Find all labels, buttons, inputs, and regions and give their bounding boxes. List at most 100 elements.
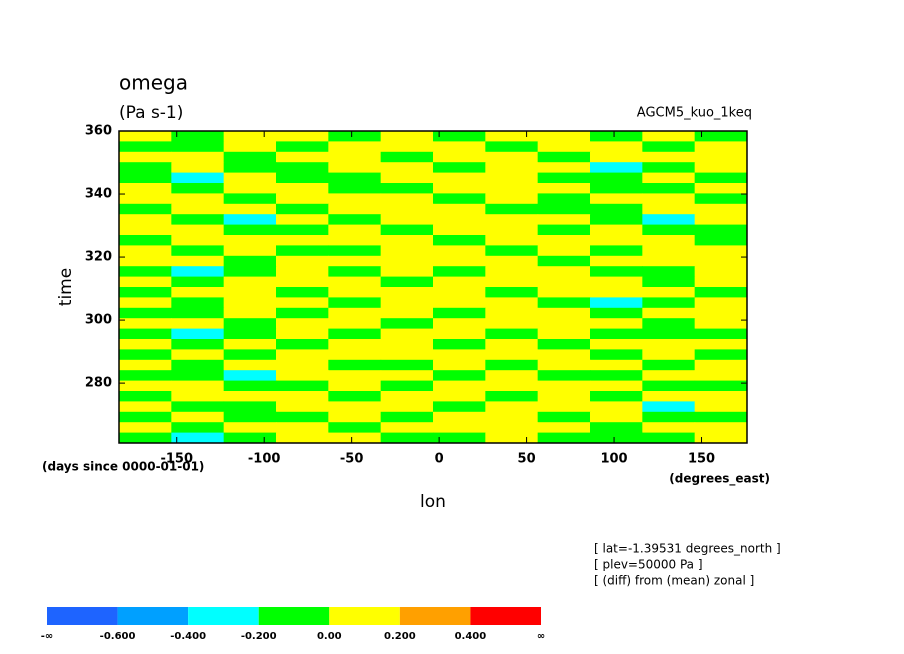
cell bbox=[119, 380, 172, 392]
cell bbox=[328, 391, 382, 402]
cell bbox=[694, 224, 748, 236]
cell bbox=[537, 203, 591, 215]
cell bbox=[642, 151, 696, 163]
cell bbox=[276, 193, 329, 205]
cell bbox=[433, 214, 486, 226]
cell bbox=[694, 193, 748, 205]
cell bbox=[276, 266, 329, 278]
cell bbox=[694, 131, 748, 142]
cell bbox=[276, 370, 329, 382]
cell bbox=[642, 380, 696, 392]
cell bbox=[328, 131, 382, 142]
cell bbox=[171, 411, 225, 423]
cell bbox=[328, 162, 382, 174]
cell bbox=[328, 151, 382, 163]
cell bbox=[485, 307, 539, 319]
cell bbox=[590, 422, 643, 434]
cell bbox=[223, 183, 277, 194]
x-tick-label: 50 bbox=[518, 452, 536, 467]
cell bbox=[276, 276, 329, 288]
cell bbox=[433, 203, 486, 215]
cell bbox=[171, 172, 225, 184]
cell bbox=[380, 235, 434, 246]
cell bbox=[119, 297, 172, 309]
cell bbox=[119, 370, 172, 382]
cell bbox=[433, 193, 486, 205]
cell bbox=[380, 214, 434, 226]
cell bbox=[590, 266, 643, 278]
cell bbox=[433, 255, 486, 267]
cell bbox=[119, 266, 172, 278]
cell bbox=[119, 141, 172, 153]
colorbar-swatch bbox=[47, 607, 118, 625]
cell bbox=[537, 266, 591, 278]
cell bbox=[328, 245, 382, 257]
note: [ (diff) from (mean) zonal ] bbox=[594, 574, 754, 588]
cell bbox=[485, 391, 539, 402]
cell bbox=[223, 255, 277, 267]
cell bbox=[328, 172, 382, 184]
cell bbox=[328, 328, 382, 340]
cell bbox=[380, 318, 434, 330]
colorbar-label: ∞ bbox=[537, 631, 545, 642]
cell bbox=[223, 245, 277, 257]
cell bbox=[119, 391, 172, 402]
cell bbox=[119, 318, 172, 330]
cell bbox=[380, 287, 434, 298]
cell bbox=[328, 432, 382, 444]
cell bbox=[380, 380, 434, 392]
cell bbox=[642, 349, 696, 361]
cell bbox=[119, 432, 172, 444]
colorbar-swatch bbox=[188, 607, 259, 625]
cell bbox=[642, 141, 696, 153]
cell bbox=[642, 214, 696, 226]
cell bbox=[276, 359, 329, 371]
cell bbox=[119, 172, 172, 184]
cell bbox=[223, 401, 277, 413]
cell bbox=[171, 214, 225, 226]
cell bbox=[694, 266, 748, 278]
cell bbox=[433, 287, 486, 298]
cell bbox=[380, 276, 434, 288]
cell bbox=[485, 339, 539, 350]
cell bbox=[276, 245, 329, 257]
cell bbox=[590, 411, 643, 423]
cell bbox=[642, 359, 696, 371]
cell bbox=[433, 401, 486, 413]
cell bbox=[171, 193, 225, 205]
cell bbox=[485, 255, 539, 267]
cell bbox=[380, 255, 434, 267]
cell bbox=[119, 193, 172, 205]
cell bbox=[171, 224, 225, 236]
cell bbox=[380, 172, 434, 184]
cell bbox=[642, 266, 696, 278]
cell bbox=[694, 255, 748, 267]
cell bbox=[119, 151, 172, 163]
cell bbox=[223, 370, 277, 382]
x-tick-label: -50 bbox=[340, 452, 364, 467]
colorbar-label: 0.400 bbox=[455, 631, 487, 642]
cell bbox=[276, 411, 329, 423]
cell bbox=[433, 297, 486, 309]
cell bbox=[694, 297, 748, 309]
cell bbox=[223, 287, 277, 298]
cell bbox=[694, 162, 748, 174]
cell bbox=[642, 224, 696, 236]
cell bbox=[694, 370, 748, 382]
cell bbox=[380, 370, 434, 382]
cell bbox=[537, 401, 591, 413]
cell bbox=[328, 193, 382, 205]
cell bbox=[276, 328, 329, 340]
cell bbox=[485, 370, 539, 382]
y-tick-label: 360 bbox=[85, 124, 112, 139]
cell bbox=[590, 162, 643, 174]
cell bbox=[276, 349, 329, 361]
cell bbox=[171, 266, 225, 278]
cell bbox=[433, 391, 486, 402]
cell bbox=[590, 245, 643, 257]
cell bbox=[380, 131, 434, 142]
cell bbox=[537, 380, 591, 392]
cell bbox=[590, 370, 643, 382]
y-tick-label: 280 bbox=[85, 376, 112, 391]
cell bbox=[171, 349, 225, 361]
